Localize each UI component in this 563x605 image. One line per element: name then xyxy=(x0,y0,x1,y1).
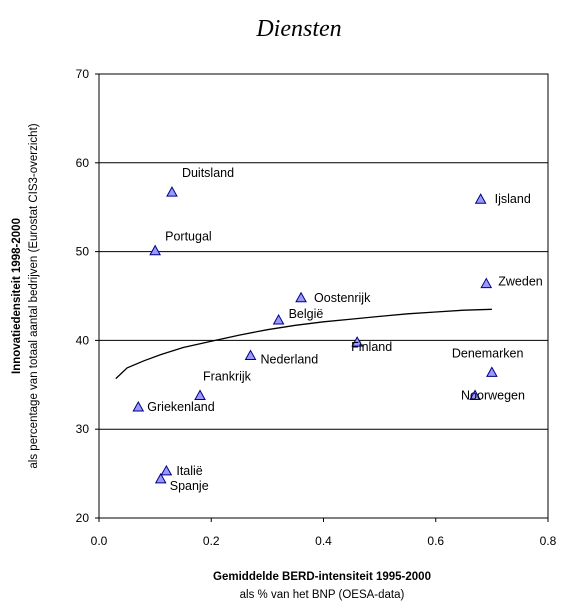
point-marker xyxy=(166,186,178,197)
point-marker xyxy=(486,366,498,377)
x-tick-label: 0.0 xyxy=(91,534,108,548)
x-tick-label: 0.4 xyxy=(315,534,332,548)
point-marker xyxy=(295,291,307,303)
x-tick-label: 0.2 xyxy=(203,534,220,548)
point-label: Ijsland xyxy=(495,192,531,206)
point-marker xyxy=(272,313,285,325)
x-axis-ticks: 0.0 0.2 0.4 0.6 0.8 xyxy=(91,518,557,548)
y-axis-ticks: 20 30 40 50 60 70 xyxy=(76,67,99,525)
point-marker xyxy=(474,193,487,204)
gridlines xyxy=(99,162,548,430)
data-points: Duitsland Portugal Ijsland Zweden Oostenrijk… xyxy=(132,166,543,493)
point-label: Nederland xyxy=(261,352,319,366)
y-tick-label: 50 xyxy=(76,245,90,259)
point-label: Spanje xyxy=(170,479,209,493)
x-axis-title: Gemiddelde BERD-intensiteit 1995-2000 xyxy=(213,571,431,583)
chart-title: Diensten xyxy=(255,16,341,42)
point-marker xyxy=(351,336,364,347)
point-marker xyxy=(480,277,493,289)
point-marker xyxy=(244,349,257,360)
point-marker xyxy=(469,389,481,400)
point-label: Denemarken xyxy=(452,346,524,360)
y-tick-label: 30 xyxy=(76,422,90,436)
point-marker xyxy=(194,389,206,400)
y-tick-label: 60 xyxy=(76,156,90,170)
point-marker xyxy=(154,472,167,484)
point-label: België xyxy=(289,307,324,321)
point-marker xyxy=(149,244,161,256)
point-label: Oostenrijk xyxy=(314,291,371,305)
point-label: Portugal xyxy=(165,230,212,244)
point-label: Italië xyxy=(176,464,202,478)
point-label: Finland xyxy=(351,340,392,354)
y-tick-label: 70 xyxy=(76,67,90,81)
point-label: Griekenland xyxy=(147,400,214,414)
x-axis-subtitle: als % van het BNP (OESA-data) xyxy=(240,589,405,601)
y-tick-label: 40 xyxy=(76,333,90,347)
x-tick-label: 0.8 xyxy=(540,534,557,548)
trend-curve xyxy=(115,308,492,380)
point-marker xyxy=(160,464,173,476)
point-label: Noorwegen xyxy=(461,388,525,402)
x-tick-label: 0.6 xyxy=(427,534,444,548)
point-label: Duitsland xyxy=(182,166,234,180)
point-marker xyxy=(132,400,145,412)
y-tick-label: 20 xyxy=(76,511,90,525)
point-label: Frankrijk xyxy=(203,369,252,383)
y-axis-title: Innovatiedensiteit 1998-2000 xyxy=(11,218,23,374)
point-label: Zweden xyxy=(498,275,543,289)
y-axis-subtitle: als percentage van totaal aantal bedrijv… xyxy=(28,123,40,468)
